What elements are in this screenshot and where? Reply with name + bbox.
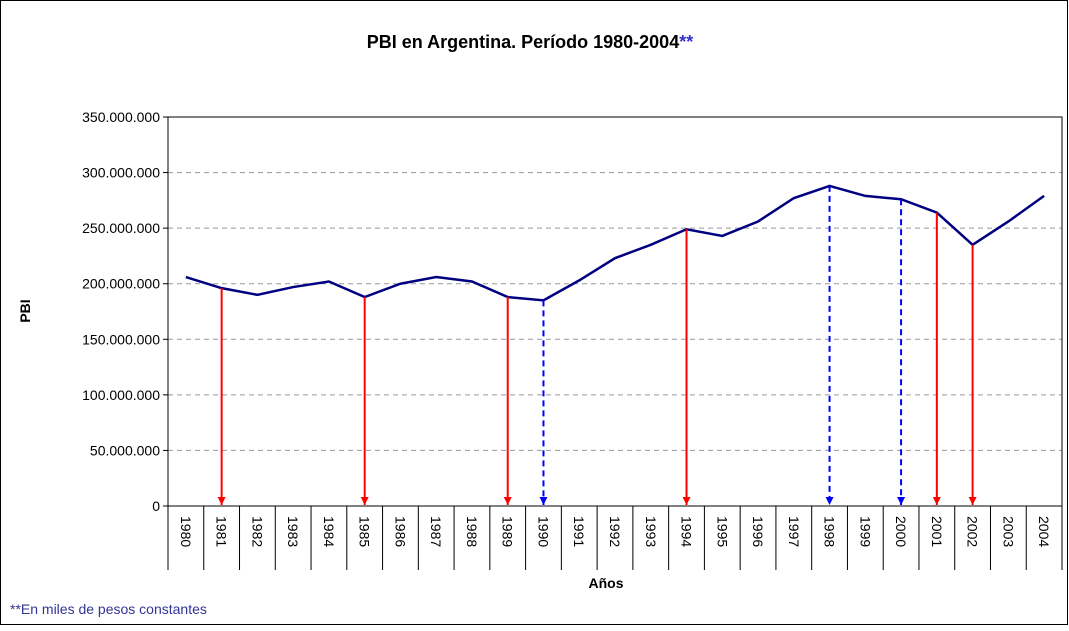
footnote: **En miles de pesos constantes bbox=[10, 601, 207, 617]
x-tick-label: 1982 bbox=[249, 516, 265, 547]
y-tick-label: 350.000.000 bbox=[82, 109, 160, 125]
y-axis-label: PBI bbox=[17, 299, 33, 322]
plot-border bbox=[167, 116, 1063, 507]
title-text: PBI en Argentina. Período 1980-2004 bbox=[367, 32, 679, 52]
x-tick-label: 1987 bbox=[428, 516, 444, 547]
title-mark: ** bbox=[679, 32, 693, 52]
x-tick-label: 1996 bbox=[750, 516, 766, 547]
x-tick-label: 1995 bbox=[714, 516, 730, 547]
x-tick-label: 1991 bbox=[571, 516, 587, 547]
x-tick-label: 1985 bbox=[357, 516, 373, 547]
x-tick-label: 1989 bbox=[500, 516, 516, 547]
y-tick-label: 300.000.000 bbox=[82, 165, 160, 181]
y-tick-label: 0 bbox=[152, 498, 160, 514]
x-axis-label: Años bbox=[589, 575, 624, 591]
x-tick-label: 1992 bbox=[607, 516, 623, 547]
chart-title: PBI en Argentina. Período 1980-2004** bbox=[367, 32, 693, 52]
x-tick-label: 2003 bbox=[1000, 516, 1016, 547]
y-tick-label: 50.000.000 bbox=[90, 442, 160, 458]
x-tick-label: 2002 bbox=[965, 516, 981, 547]
x-tick-label: 1993 bbox=[643, 516, 659, 547]
x-tick-label: 2004 bbox=[1036, 516, 1052, 547]
x-tick-label: 1990 bbox=[535, 516, 551, 547]
x-tick-label: 2001 bbox=[929, 516, 945, 547]
x-tick-label: 1983 bbox=[285, 516, 301, 547]
x-tick-label: 1994 bbox=[679, 516, 695, 547]
y-tick-label: 200.000.000 bbox=[82, 276, 160, 292]
y-tick-label: 150.000.000 bbox=[82, 331, 160, 347]
x-tick-label: 1984 bbox=[321, 516, 337, 547]
y-tick-label: 250.000.000 bbox=[82, 220, 160, 236]
x-tick-label: 1981 bbox=[214, 516, 230, 547]
x-tick-label: 1997 bbox=[786, 516, 802, 547]
x-tick-label: 1988 bbox=[464, 516, 480, 547]
x-tick-label: 2000 bbox=[893, 516, 909, 547]
x-tick-label: 1980 bbox=[178, 516, 194, 547]
y-tick-label: 100.000.000 bbox=[82, 387, 160, 403]
x-tick-label: 1999 bbox=[857, 516, 873, 547]
x-tick-label: 1986 bbox=[392, 516, 408, 547]
x-tick-label: 1998 bbox=[822, 516, 838, 547]
